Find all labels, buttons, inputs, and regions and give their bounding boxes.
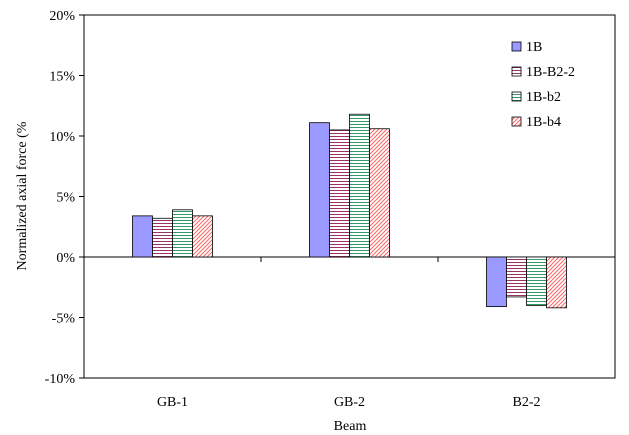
bar-1b-b2-2	[506, 256, 527, 298]
legend-label: 1B	[526, 40, 542, 55]
legend-swatch	[511, 116, 522, 127]
y-tick-label: 5%	[56, 191, 75, 206]
legend-label: 1B-B2-2	[526, 65, 575, 80]
bar-1b-b4	[369, 128, 390, 258]
legend-label: 1B-b4	[526, 115, 561, 130]
bar-1b	[132, 215, 153, 258]
y-axis-title: Normalized axial force (%	[15, 121, 30, 270]
bar-1b-b2	[172, 209, 193, 258]
legend-swatch	[511, 91, 522, 102]
y-tick-label: 15%	[49, 70, 75, 85]
bar-1b-b2	[349, 113, 370, 258]
y-tick-label: 20%	[49, 9, 75, 24]
x-tick-label: B2-2	[513, 395, 541, 410]
x-tick-label: GB-1	[157, 395, 188, 410]
x-tick-label: GB-2	[334, 395, 365, 410]
bar-1b-b2	[526, 256, 547, 306]
y-tick-label: 10%	[49, 130, 75, 145]
bar-1b-b2-2	[152, 217, 173, 258]
bar-1b	[309, 122, 330, 258]
x-axis-title: Beam	[334, 419, 367, 434]
y-tick-label: -10%	[45, 372, 76, 387]
legend-swatch	[511, 66, 522, 77]
y-tick-label: -5%	[52, 312, 76, 327]
legend: 1B 1B-B2-2 1B-b2 1B-b4	[511, 40, 575, 130]
legend-label: 1B-b2	[526, 90, 561, 105]
bar-1b-b2-2	[329, 129, 350, 258]
bar-1b	[486, 256, 507, 308]
bar-1b-b4	[192, 215, 213, 258]
y-tick-label: 0%	[56, 251, 75, 266]
legend-swatch	[511, 41, 522, 52]
bar-1b-b4	[546, 256, 567, 309]
